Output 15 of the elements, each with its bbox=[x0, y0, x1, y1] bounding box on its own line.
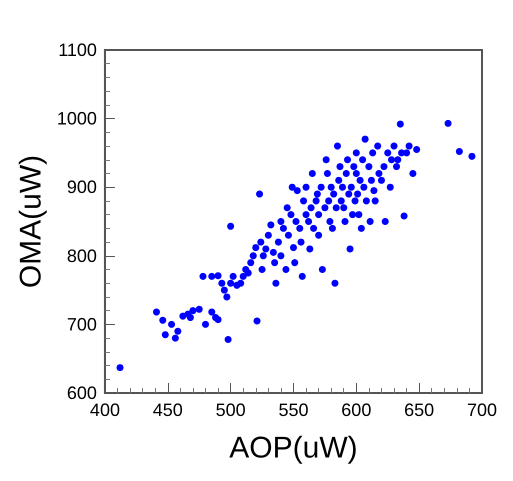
y-tick-label: 800 bbox=[66, 246, 97, 266]
x-tick-label: 400 bbox=[90, 400, 120, 420]
y-tick-label: 600 bbox=[66, 383, 97, 403]
x-tick-label: 700 bbox=[466, 400, 498, 420]
y-tick-label: 700 bbox=[66, 314, 97, 334]
y-tick-label: 1100 bbox=[58, 40, 97, 60]
x-tick-label: 450 bbox=[152, 400, 183, 420]
x-tick-label: 650 bbox=[404, 400, 434, 420]
y-tick-label: 900 bbox=[66, 177, 97, 198]
x-axis-title: AOP(uW) bbox=[229, 432, 358, 464]
x-tick-label: 600 bbox=[341, 400, 372, 420]
y-axis-title: OMA(uW) bbox=[14, 154, 48, 288]
y-tick-label: 1000 bbox=[56, 108, 97, 129]
x-tick-label: 550 bbox=[278, 400, 308, 420]
x-tick-label: 500 bbox=[216, 400, 246, 420]
